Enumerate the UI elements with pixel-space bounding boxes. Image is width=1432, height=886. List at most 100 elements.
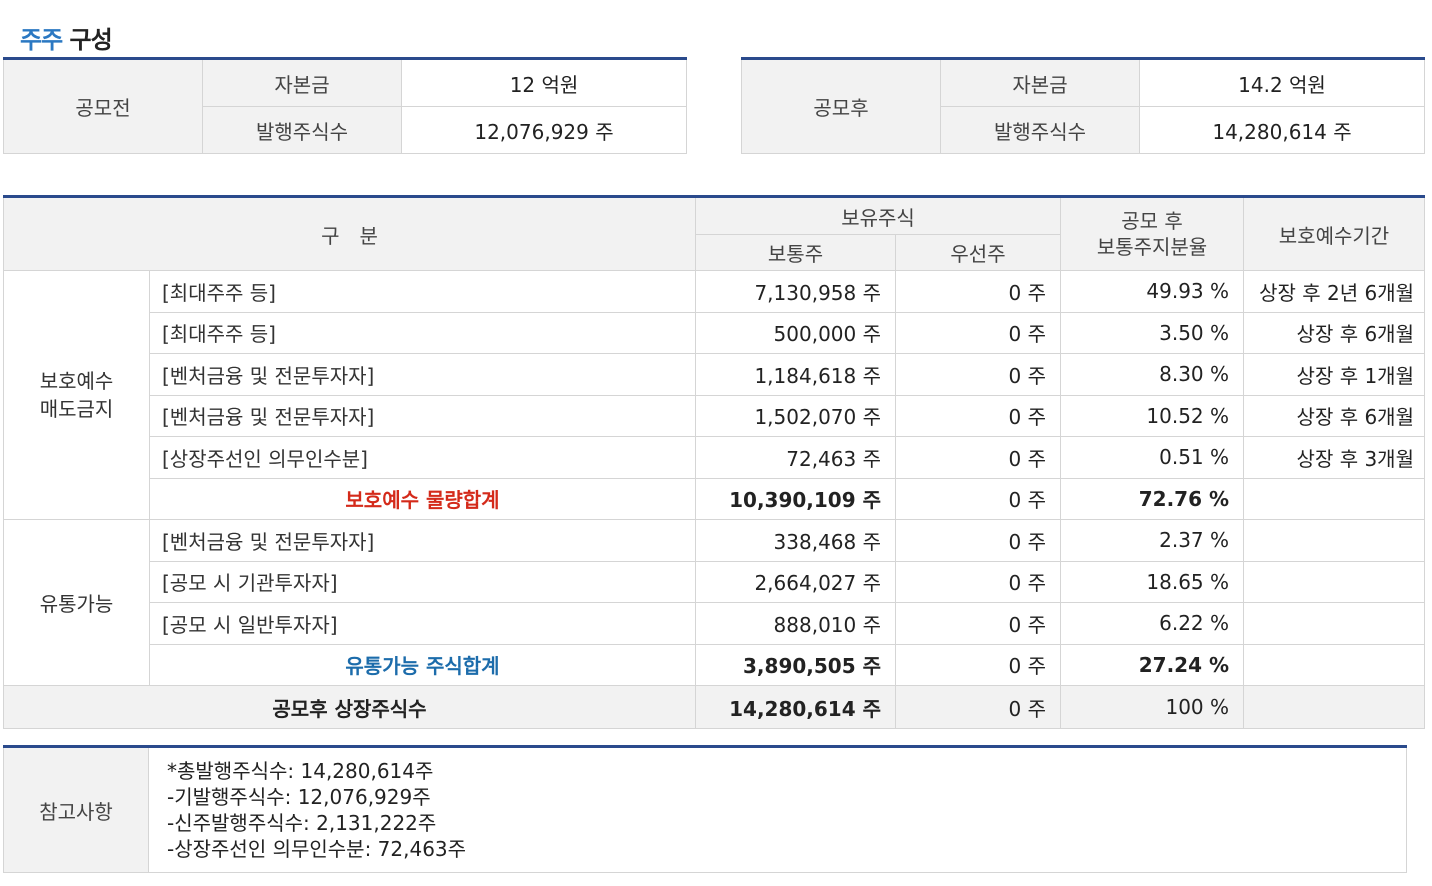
row-period-empty [1243, 519, 1425, 562]
row-preferred: 0 주 [894, 394, 1062, 437]
capital-value: 12 억원 [401, 57, 687, 107]
subtotal-label: 유통가능 주식합계 [149, 643, 696, 686]
row-common: 1,184,618 주 [695, 353, 896, 396]
row-common: 500,000 주 [695, 311, 896, 354]
row-period: 상장 후 2년 6개월 [1243, 270, 1425, 313]
subtotal-common: 10,390,109 주 [695, 477, 896, 520]
shareholder-table: 구 분 보유주식 공모 후 보통주지분율 보호예수기간 보통주 우선주 보호예수… [3, 195, 1425, 729]
row-preferred: 0 주 [894, 353, 1062, 396]
row-period: 상장 후 6개월 [1243, 394, 1425, 437]
table-row: [최대주주 등] 500,000 주 0 주 3.50 % 상장 후 6개월 [4, 311, 1425, 354]
subtotal-common: 3,890,505 주 [695, 643, 896, 686]
header-holdings: 보유주식 [694, 195, 1062, 235]
section-title-rest: 구성 [69, 26, 113, 54]
table-row: [벤처금융 및 전문투자자] 1,184,618 주 0 주 8.30 % 상장… [4, 353, 1425, 396]
row-ratio: 3.50 % [1060, 311, 1245, 354]
shares-value: 14,280,614 주 [1139, 106, 1425, 154]
row-common: 888,010 주 [695, 602, 896, 645]
total-common: 14,280,614 주 [695, 685, 896, 729]
group-label-line1: 보호예수 [39, 369, 114, 393]
row-preferred: 0 주 [894, 560, 1062, 603]
row-period: 상장 후 1개월 [1243, 353, 1425, 396]
shares-label: 발행주식수 [202, 106, 402, 154]
total-ratio: 100 % [1060, 685, 1245, 729]
row-ratio: 8.30 % [1060, 353, 1245, 396]
row-period: 상장 후 3개월 [1243, 436, 1425, 479]
notes-line: -신주발행주식수: 2,131,222주 [167, 811, 437, 835]
subtotal-ratio: 27.24 % [1060, 643, 1245, 686]
header-common: 보통주 [695, 234, 896, 271]
subtotal-preferred: 0 주 [894, 643, 1062, 686]
header-ratio-line2: 보통주지분율 [1096, 235, 1208, 259]
total-preferred: 0 주 [894, 685, 1062, 729]
table-row: [공모 시 기관투자자] 2,664,027 주 0 주 18.65 % [4, 560, 1425, 603]
notes-line: -상장주선인 의무인수분: 72,463주 [167, 837, 467, 861]
row-preferred: 0 주 [894, 519, 1062, 562]
row-period-empty [1243, 560, 1425, 603]
capital-label: 자본금 [202, 57, 402, 107]
group-label-line2: 매도금지 [39, 397, 114, 421]
subtotal-ratio: 72.76 % [1060, 477, 1245, 520]
table-row: 유통가능 [벤처금융 및 전문투자자] 338,468 주 0 주 2.37 % [3, 519, 1425, 686]
header-category: 구 분 [3, 195, 696, 271]
row-ratio: 18.65 % [1060, 560, 1245, 603]
table-row: [상장주선인 의무인수분] 72,463 주 0 주 0.51 % 상장 후 3… [4, 436, 1425, 479]
row-common: 1,502,070 주 [695, 394, 896, 437]
row-ratio: 0.51 % [1060, 436, 1245, 479]
total-period-empty [1243, 685, 1425, 729]
row-period-empty [1243, 602, 1425, 645]
capital-label: 자본금 [940, 57, 1140, 107]
header-lockup: 보호예수기간 [1243, 195, 1425, 271]
row-name: [공모 시 일반투자자] [149, 602, 696, 645]
notes-label: 참고사항 [3, 745, 149, 873]
row-name: [최대주주 등] [149, 311, 696, 354]
row-period: 상장 후 6개월 [1243, 311, 1425, 354]
total-row: 공모후 상장주식수 14,280,614 주 0 주 100 % [3, 685, 1425, 729]
subtotal-period-empty [1243, 643, 1425, 686]
header-preferred: 우선주 [894, 234, 1062, 271]
row-common: 338,468 주 [695, 519, 896, 562]
section-title: 주주 구성 [20, 20, 113, 55]
row-preferred: 0 주 [894, 270, 1062, 313]
total-label: 공모후 상장주식수 [3, 685, 696, 729]
row-name: [상장주선인 의무인수분] [149, 436, 696, 479]
row-name: [벤처금융 및 전문투자자] [149, 519, 696, 562]
shares-value: 12,076,929 주 [401, 106, 687, 154]
notes-table: 참고사항 *총발행주식수: 14,280,614주 -기발행주식수: 12,07… [3, 745, 1407, 873]
subtotal-label: 보호예수 물량합계 [149, 477, 696, 520]
subtotal-period-empty [1243, 477, 1425, 520]
notes-body: *총발행주식수: 14,280,614주 -기발행주식수: 12,076,929… [148, 745, 1407, 873]
capital-after-label: 공모후 [741, 57, 941, 154]
shares-label: 발행주식수 [940, 106, 1140, 154]
row-preferred: 0 주 [894, 311, 1062, 354]
row-preferred: 0 주 [894, 436, 1062, 479]
capital-after-table: 공모후 자본금 14.2 억원 발행주식수 14,280,614 주 [741, 57, 1425, 154]
row-name: [공모 시 기관투자자] [149, 560, 696, 603]
group-label-lockup: 보호예수 매도금지 [3, 270, 150, 520]
table-row: [벤처금융 및 전문투자자] 1,502,070 주 0 주 10.52 % 상… [4, 394, 1425, 437]
row-common: 7,130,958 주 [695, 270, 896, 313]
section-title-accent: 주주 [20, 26, 63, 54]
row-ratio: 2.37 % [1060, 519, 1245, 562]
notes-line: *총발행주식수: 14,280,614주 [167, 759, 434, 783]
row-common: 2,664,027 주 [695, 560, 896, 603]
table-row: [공모 시 일반투자자] 888,010 주 0 주 6.22 % [4, 602, 1425, 645]
row-ratio: 6.22 % [1060, 602, 1245, 645]
capital-value: 14.2 억원 [1139, 57, 1425, 107]
capital-before-label: 공모전 [3, 57, 203, 154]
header-ratio-line1: 공모 후 [1121, 209, 1183, 233]
table-row: 보호예수 매도금지 [최대주주 등] 7,130,958 주 0 주 49.93… [3, 270, 1425, 520]
header-ratio: 공모 후 보통주지분율 [1060, 195, 1245, 271]
subtotal-row-lockup: 보호예수 물량합계 10,390,109 주 0 주 72.76 % [4, 477, 1425, 520]
row-name: [벤처금융 및 전문투자자] [149, 353, 696, 396]
row-ratio: 10.52 % [1060, 394, 1245, 437]
subtotal-row-float: 유통가능 주식합계 3,890,505 주 0 주 27.24 % [4, 643, 1425, 686]
row-ratio: 49.93 % [1060, 270, 1245, 313]
notes-line: -기발행주식수: 12,076,929주 [167, 785, 431, 809]
row-name: [벤처금융 및 전문투자자] [149, 394, 696, 437]
subtotal-preferred: 0 주 [894, 477, 1062, 520]
capital-before-table: 공모전 자본금 12 억원 발행주식수 12,076,929 주 [3, 57, 687, 154]
row-preferred: 0 주 [894, 602, 1062, 645]
row-name: [최대주주 등] [149, 270, 696, 313]
group-label-float: 유통가능 [3, 519, 150, 686]
